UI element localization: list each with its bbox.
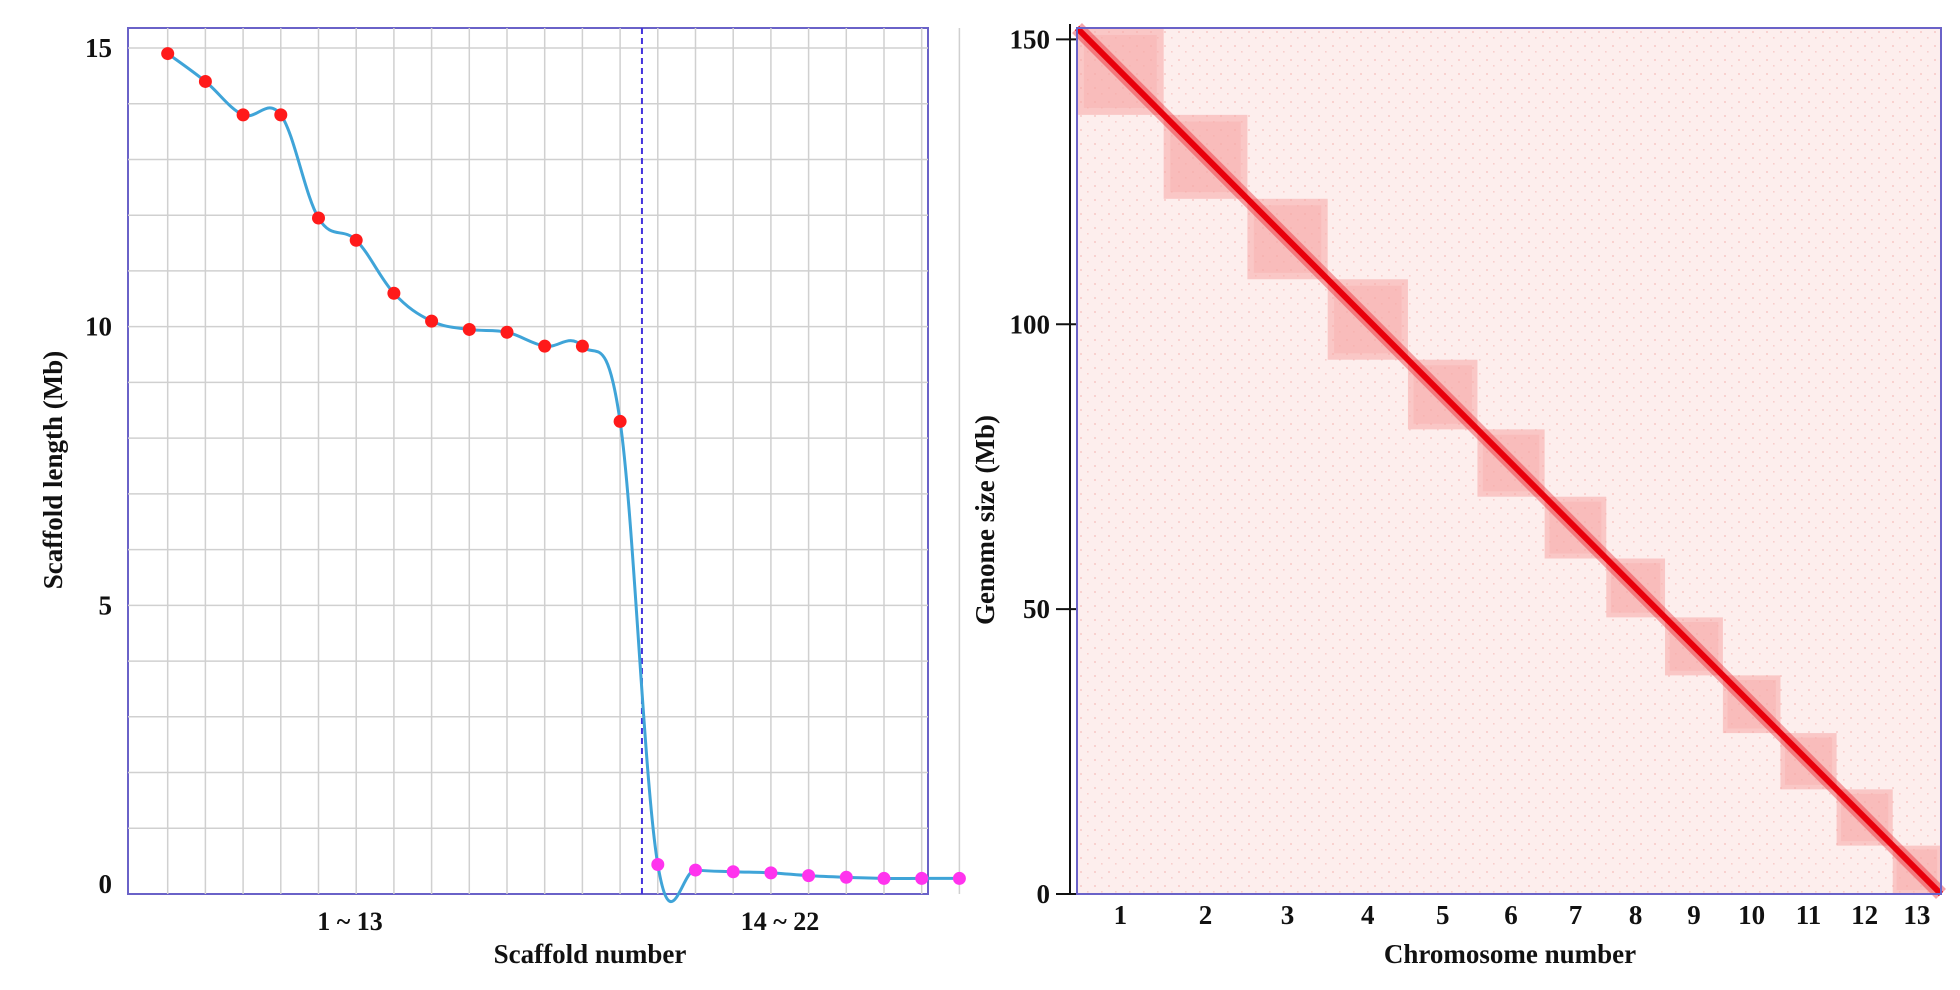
left-y-tick: 15	[85, 33, 112, 63]
scaffold-length-chart: 0 5 10 15 1 ~ 13 14 ~ 22 Scaffold number Sc…	[38, 27, 966, 969]
heatmap-frame	[1076, 27, 1942, 895]
right-y-tick: 50	[1023, 594, 1050, 624]
chromosome-tick-labels: 1 2 3 4 5 6 7 8 9 10 11 12 13	[1114, 900, 1931, 930]
left-y-tick: 0	[99, 869, 113, 899]
chromosome-tick: 2	[1199, 900, 1213, 930]
left-y-axis-label: Scaffold length (Mb)	[38, 351, 68, 590]
diagonal-line	[1074, 25, 1944, 897]
scaffold-point	[387, 286, 401, 300]
chromosome-tick: 12	[1851, 900, 1878, 930]
diagonal-signal	[1072, 23, 1946, 899]
chromosome-tick: 11	[1796, 900, 1822, 930]
scaffold-point	[274, 108, 288, 122]
right-y-tick: 150	[1010, 24, 1051, 54]
left-y-tick: 5	[99, 590, 113, 620]
scaffold-point	[538, 339, 552, 353]
chromosome-tick: 8	[1629, 900, 1643, 930]
chromosome-tick: 6	[1504, 900, 1518, 930]
chromosome-tick: 7	[1569, 900, 1583, 930]
scaffold-point	[726, 865, 740, 879]
chromosome-tick: 9	[1687, 900, 1701, 930]
right-x-axis-label: Chromosome number	[1384, 939, 1636, 969]
chromosome-tick: 3	[1281, 900, 1295, 930]
chromosome-tick: 13	[1903, 900, 1930, 930]
scaffold-point	[425, 314, 439, 328]
left-y-tick: 10	[85, 312, 112, 342]
scaffold-point	[877, 871, 891, 885]
scaffold-point	[613, 414, 627, 428]
left-grid	[128, 28, 961, 894]
scaffold-point	[915, 871, 929, 885]
scaffold-point	[575, 339, 589, 353]
scaffold-point	[349, 233, 363, 247]
chromosome-tick: 5	[1436, 900, 1450, 930]
left-x-axis-label: Scaffold number	[494, 939, 687, 969]
scaffold-point	[651, 857, 665, 871]
right-y-tick: 0	[1037, 879, 1051, 909]
right-y-tick: 100	[1010, 309, 1051, 339]
scaffold-points	[161, 47, 966, 885]
group-label-second: 14 ~ 22	[741, 907, 820, 936]
chromosome-tick: 1	[1114, 900, 1128, 930]
scaffold-point	[236, 108, 250, 122]
scaffold-point	[198, 74, 212, 88]
chromosome-tick: 10	[1738, 900, 1765, 930]
scaffold-point	[462, 322, 476, 336]
scaffold-point	[952, 871, 966, 885]
left-plot-frame	[127, 27, 929, 895]
right-y-tick-labels: 0 50 100 150	[1010, 24, 1076, 909]
scaffold-point	[764, 866, 778, 880]
scaffold-point	[689, 863, 702, 877]
scaffold-point	[161, 47, 175, 61]
scaffold-point	[500, 325, 514, 339]
left-y-tick-labels: 0 5 10 15	[85, 33, 112, 899]
scaffold-point	[312, 211, 325, 225]
scaffold-point	[802, 869, 816, 883]
chromosome-tick: 4	[1361, 900, 1375, 930]
group-label-first: 1 ~ 13	[317, 907, 383, 936]
right-y-axis-label: Genome size (Mb)	[970, 415, 1000, 625]
scaffold-point	[839, 870, 853, 884]
